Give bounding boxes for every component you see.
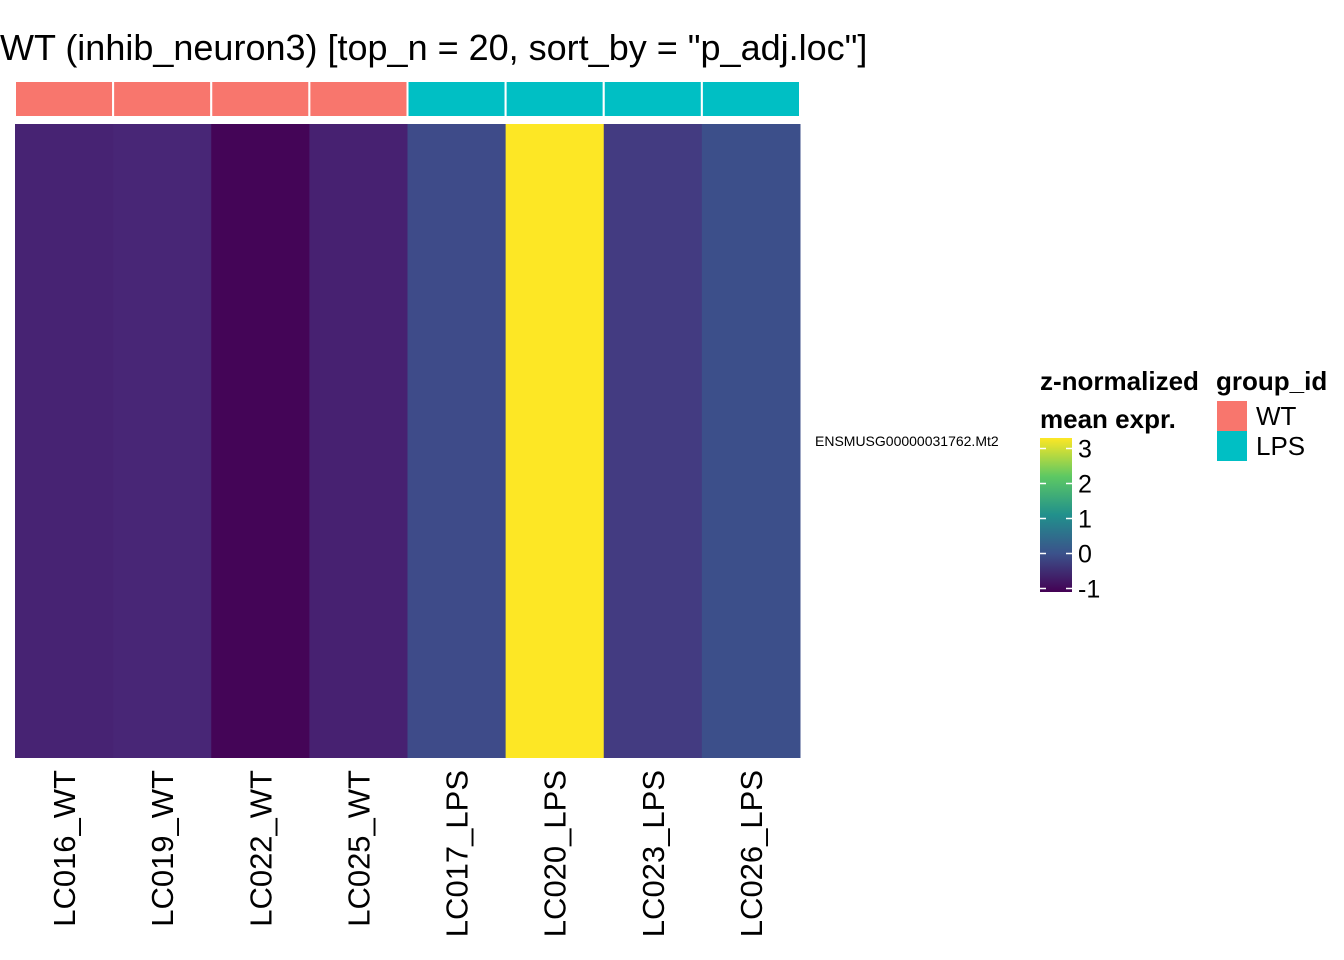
group-annotation-bar	[14, 80, 801, 118]
colorbar-tick-label: 0	[1078, 541, 1092, 569]
heatmap-cell	[113, 124, 212, 758]
column-label: LC025_WT	[341, 770, 376, 927]
group-legend-swatch	[1217, 401, 1247, 431]
row-labels: ENSMUSG00000031762.Mt2	[815, 433, 999, 449]
colorbar-ticks: 3 2 1 0 -1	[1040, 436, 1100, 604]
annotation-cell	[406, 80, 507, 118]
group-legend-swatch	[1217, 431, 1247, 461]
heatmap-cell	[211, 124, 310, 758]
annotation-cell	[700, 80, 801, 118]
column-label: LC016_WT	[47, 770, 82, 927]
annotation-cell	[602, 80, 703, 118]
column-label: LC020_LPS	[538, 770, 573, 937]
column-label: LC026_LPS	[734, 770, 769, 937]
heatmap-cell	[407, 124, 507, 758]
colorbar-title-line2: mean expr.	[1040, 404, 1176, 434]
row-label: ENSMUSG00000031762.Mt2	[815, 433, 999, 449]
group-legend-title: group_id	[1216, 366, 1327, 396]
heatmap-cell	[505, 124, 605, 758]
annotation-cell	[112, 80, 213, 118]
heatmap-cell	[701, 124, 801, 758]
colorbar-tick-label: 2	[1078, 471, 1092, 499]
column-label: LC023_LPS	[636, 770, 671, 937]
column-labels: LC016_WT LC019_WT LC022_WT LC025_WT LC017_LP…	[47, 770, 769, 937]
chart-title: WT (inhib_neuron3) [top_n = 20, sort_by …	[0, 27, 867, 68]
heatmap-cells	[15, 124, 801, 758]
column-label: LC022_WT	[243, 770, 278, 927]
column-label: LC019_WT	[145, 770, 180, 927]
group-legend-label: WT	[1256, 401, 1297, 431]
group-legend-label: LPS	[1256, 431, 1305, 461]
annotation-cell	[504, 80, 605, 118]
heatmap-cell	[15, 124, 114, 758]
colorbar-gradient	[1040, 438, 1072, 592]
column-label: LC017_LPS	[440, 770, 475, 937]
colorbar-title-line1: z-normalized	[1040, 366, 1199, 396]
annotation-cell	[14, 80, 115, 118]
annotation-cell	[308, 80, 409, 118]
heatmap-cell	[603, 124, 703, 758]
colorbar-tick-label: 3	[1078, 436, 1092, 464]
colorbar-tick-label: -1	[1078, 576, 1100, 604]
colorbar-tick-label: 1	[1078, 506, 1092, 534]
colorbar-legend: z-normalized mean expr. 3 2 1 0 -1	[1040, 366, 1199, 604]
heatmap-cell	[309, 124, 408, 758]
annotation-cell	[210, 80, 311, 118]
